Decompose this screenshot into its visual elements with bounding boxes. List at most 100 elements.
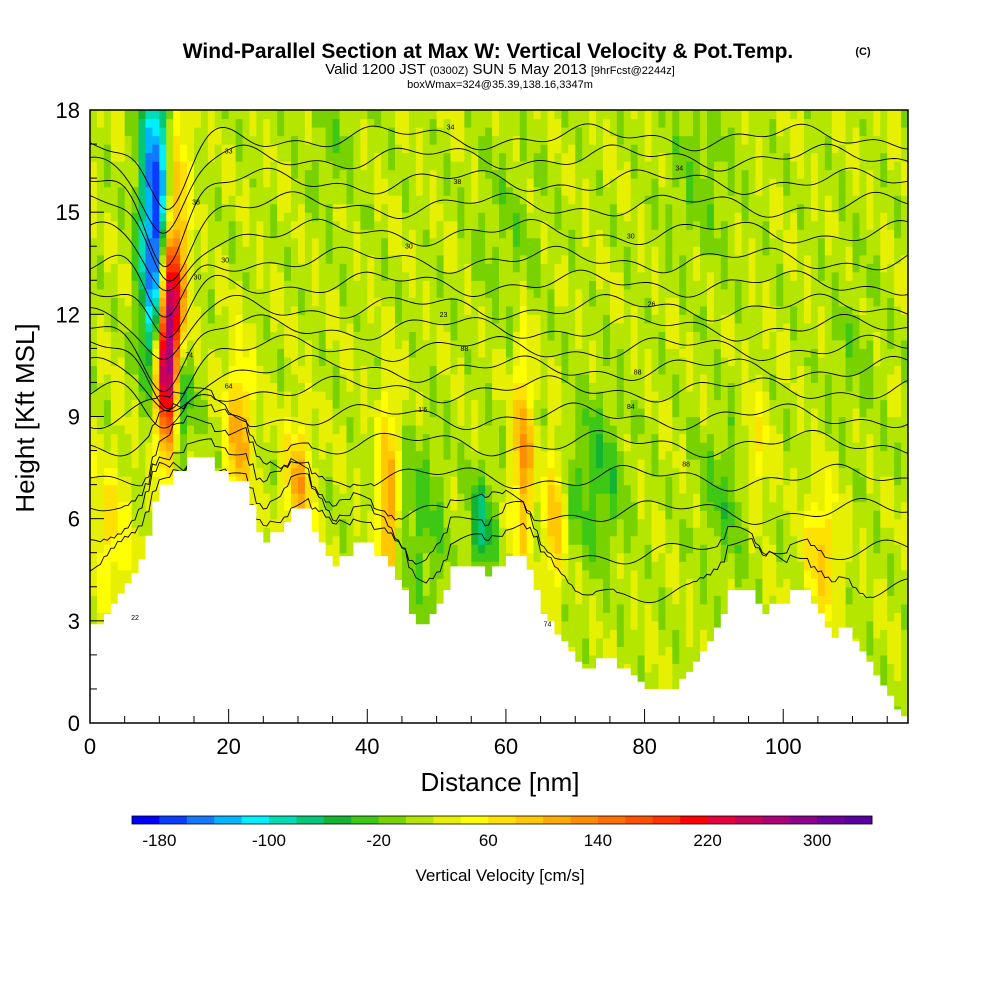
w-cell [90, 425, 98, 435]
w-cell [131, 484, 140, 494]
w-cell [526, 399, 535, 409]
w-cell [519, 135, 528, 145]
w-cell [277, 118, 285, 128]
w-cell [353, 467, 361, 477]
w-cell [207, 118, 216, 128]
w-cell [443, 459, 452, 469]
w-cell [124, 280, 133, 290]
w-cell [117, 263, 126, 273]
w-cell [443, 161, 452, 171]
w-cell [284, 442, 292, 452]
w-cell [395, 135, 403, 145]
w-cell [450, 484, 458, 494]
w-cell [499, 144, 507, 154]
w-cell [173, 382, 181, 392]
w-cell [214, 161, 223, 171]
w-cell [325, 467, 334, 477]
w-cell [124, 127, 133, 137]
w-cell [304, 365, 313, 375]
w-cell [353, 229, 361, 239]
w-cell [159, 280, 167, 290]
w-cell [485, 518, 493, 528]
w-cell [471, 544, 479, 554]
w-cell [256, 203, 264, 213]
w-cell [367, 331, 375, 341]
w-cell [138, 186, 147, 196]
w-cell [519, 254, 528, 264]
w-cell [367, 237, 375, 247]
w-cell [436, 178, 445, 188]
w-cell [145, 263, 153, 273]
w-cell [242, 288, 251, 298]
w-cell [457, 348, 465, 358]
w-cell [505, 127, 514, 137]
w-cell [145, 186, 153, 196]
w-cell [117, 535, 126, 545]
w-cell [526, 314, 535, 324]
w-cell [485, 246, 493, 256]
w-cell [284, 493, 292, 503]
w-cell [96, 603, 105, 613]
w-cell [561, 510, 569, 520]
w-cell [422, 552, 431, 562]
w-cell [360, 144, 368, 154]
w-cell [395, 339, 403, 349]
w-cell [200, 356, 209, 367]
w-cell [256, 144, 264, 154]
w-cell [235, 212, 244, 222]
w-cell [367, 152, 375, 162]
w-cell [464, 152, 472, 162]
w-cell [533, 135, 542, 145]
w-cell [235, 220, 244, 230]
w-cell [499, 135, 507, 145]
w-cell [263, 271, 271, 281]
w-cell [90, 467, 98, 477]
w-cell [187, 365, 195, 375]
w-cell [332, 280, 341, 290]
w-cell [492, 467, 500, 477]
w-cell [561, 280, 569, 290]
w-cell [547, 510, 556, 520]
w-cell [318, 322, 327, 332]
w-cell [395, 459, 403, 469]
w-cell [256, 501, 264, 511]
w-cell [207, 339, 216, 349]
w-cell [561, 518, 569, 528]
w-cell [214, 152, 223, 162]
w-cell [103, 484, 112, 494]
w-cell [422, 314, 431, 324]
w-cell [242, 348, 251, 358]
w-cell [138, 339, 147, 349]
w-cell [533, 331, 542, 341]
w-cell [443, 331, 452, 341]
w-cell [471, 501, 479, 511]
w-cell [554, 578, 562, 588]
w-cell [547, 254, 556, 264]
w-cell [145, 459, 153, 469]
w-cell [374, 271, 382, 281]
w-cell [450, 229, 458, 239]
w-cell [110, 433, 119, 443]
w-cell [547, 212, 556, 222]
w-cell [485, 442, 493, 452]
w-cell [325, 169, 334, 179]
w-cell [547, 237, 556, 247]
w-cell [381, 339, 389, 349]
w-cell [96, 212, 105, 222]
w-cell [117, 365, 126, 375]
w-cell [311, 203, 320, 213]
w-cell [464, 118, 472, 128]
w-cell [291, 127, 299, 137]
w-cell [408, 152, 417, 162]
w-cell [124, 263, 133, 273]
w-cell [152, 169, 160, 179]
w-cell [492, 288, 500, 298]
w-cell [256, 237, 264, 247]
w-cell [519, 118, 528, 128]
w-cell [332, 135, 341, 145]
w-cell [450, 322, 458, 332]
w-cell [270, 237, 278, 247]
w-cell [533, 178, 542, 188]
w-cell [180, 348, 188, 358]
w-cell [526, 484, 535, 494]
